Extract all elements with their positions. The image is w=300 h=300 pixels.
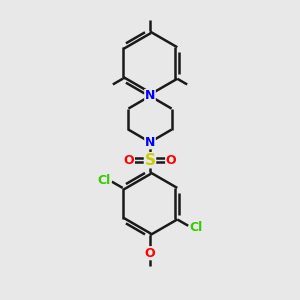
Text: S: S	[145, 153, 155, 168]
Text: N: N	[145, 136, 155, 149]
Text: O: O	[145, 247, 155, 260]
Text: O: O	[166, 154, 176, 167]
Text: N: N	[145, 89, 155, 103]
Text: O: O	[124, 154, 134, 167]
Text: Cl: Cl	[190, 221, 203, 234]
Text: Cl: Cl	[98, 174, 111, 187]
